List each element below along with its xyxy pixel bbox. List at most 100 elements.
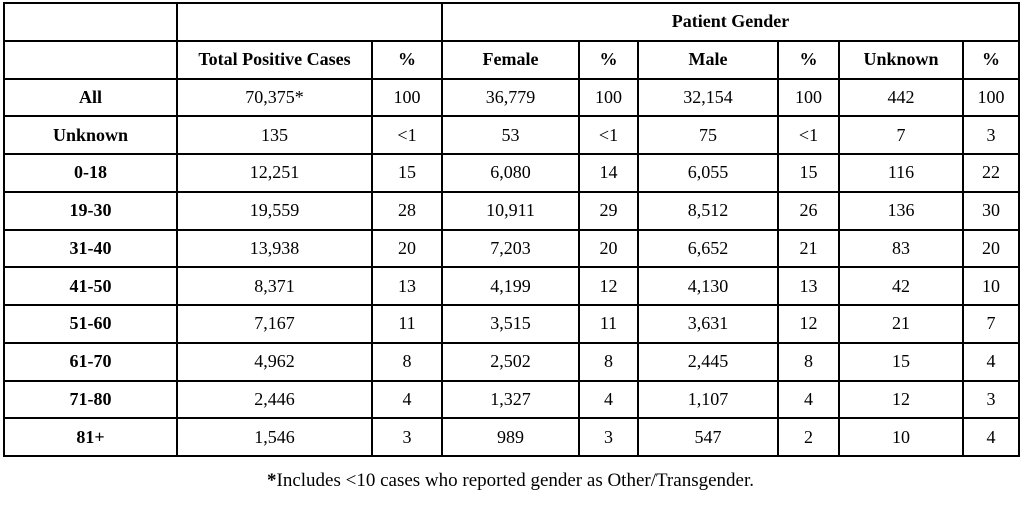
- row-label: 19-30: [3, 190, 178, 231]
- col-header-male-percent: %: [777, 39, 840, 80]
- table-row-unknown: Unknown 135 <1 53 <1 75 <1 7 3: [3, 115, 1021, 155]
- cell-female: 989: [441, 417, 580, 457]
- cell-male: 75: [637, 115, 779, 155]
- cell-female: 1,327: [441, 379, 580, 420]
- cell-male: 32,154: [637, 77, 779, 118]
- table-row-column-headers: Total Positive Cases % Female % Male % U…: [3, 39, 1021, 80]
- cell-female-pct: 3: [578, 417, 639, 457]
- col-header-unknown: Unknown: [838, 39, 964, 80]
- col-header-female-percent: %: [578, 39, 639, 80]
- cell-female-pct: 12: [578, 266, 639, 306]
- col-header-female: Female: [441, 39, 580, 80]
- table-row-19-30: 19-30 19,559 28 10,911 29 8,512 26 136 3…: [3, 190, 1021, 231]
- table-row-71-80: 71-80 2,446 4 1,327 4 1,107 4 12 3: [3, 379, 1021, 420]
- cell-total-pct: 4: [371, 379, 443, 420]
- cell-male-pct: 21: [777, 228, 840, 269]
- cell-total: 135: [176, 115, 373, 155]
- cell-male-pct: 15: [777, 153, 840, 193]
- cell-female: 4,199: [441, 266, 580, 306]
- cell-male: 3,631: [637, 304, 779, 344]
- row-label: 51-60: [3, 304, 178, 344]
- patient-gender-header: Patient Gender: [440, 2, 1021, 42]
- cell-unknown-pct: 20: [961, 228, 1021, 269]
- cell-total-pct: 20: [371, 228, 443, 269]
- row-label: All: [3, 77, 178, 118]
- col-header-unknown-percent: %: [961, 39, 1021, 80]
- cell-male-pct: 2: [777, 417, 840, 457]
- row-label: 61-70: [3, 341, 178, 382]
- row-label: 31-40: [3, 228, 178, 269]
- col-header-total-percent: %: [371, 39, 443, 80]
- cell-unknown-pct: 3: [961, 379, 1021, 420]
- cell-female: 2,502: [441, 341, 580, 382]
- cell-female-pct: <1: [578, 115, 639, 155]
- cell-total-pct: 3: [371, 417, 443, 457]
- patient-gender-table: Patient Gender Total Positive Cases % Fe…: [3, 2, 1021, 457]
- cell-total: 7,167: [176, 304, 373, 344]
- cell-female-pct: 4: [578, 379, 639, 420]
- cell-unknown-pct: 7: [961, 304, 1021, 344]
- cell-total: 1,546: [176, 417, 373, 457]
- table-row-51-60: 51-60 7,167 11 3,515 11 3,631 12 21 7: [3, 304, 1021, 344]
- cell-unknown: 136: [838, 190, 964, 231]
- cell-male-pct: 100: [777, 77, 840, 118]
- cell-female-pct: 8: [578, 341, 639, 382]
- cell-female: 3,515: [441, 304, 580, 344]
- footnote: *Includes <10 cases who reported gender …: [3, 470, 1018, 493]
- cell-male: 6,652: [637, 228, 779, 269]
- cell-male: 1,107: [637, 379, 779, 420]
- table-row-81-plus: 81+ 1,546 3 989 3 547 2 10 4: [3, 417, 1021, 457]
- footnote-text: Includes <10 cases who reported gender a…: [276, 470, 755, 491]
- col-header-male: Male: [637, 39, 779, 80]
- cell-female-pct: 14: [578, 153, 639, 193]
- cell-total-pct: 15: [371, 153, 443, 193]
- total-group-cell-empty: [176, 2, 443, 42]
- cell-male-pct: 13: [777, 266, 840, 306]
- table-row-61-70: 61-70 4,962 8 2,502 8 2,445 8 15 4: [3, 341, 1021, 382]
- cell-unknown: 7: [838, 115, 964, 155]
- cell-female-pct: 100: [578, 77, 639, 118]
- cell-female-pct: 20: [578, 228, 639, 269]
- cell-female: 53: [441, 115, 580, 155]
- cell-female: 10,911: [441, 190, 580, 231]
- row-label: 81+: [3, 417, 178, 457]
- cell-unknown-pct: 22: [961, 153, 1021, 193]
- cell-total-pct: <1: [371, 115, 443, 155]
- cell-female-pct: 11: [578, 304, 639, 344]
- cell-total: 4,962: [176, 341, 373, 382]
- cell-male-pct: 4: [777, 379, 840, 420]
- cell-unknown-pct: 100: [961, 77, 1021, 118]
- cell-unknown: 442: [838, 77, 964, 118]
- table-row-gender-span: Patient Gender: [3, 2, 1021, 42]
- col-header-total-positive-cases: Total Positive Cases: [176, 39, 373, 80]
- cell-female: 36,779: [441, 77, 580, 118]
- cell-total: 8,371: [176, 266, 373, 306]
- cell-unknown-pct: 10: [961, 266, 1021, 306]
- table-row-41-50: 41-50 8,371 13 4,199 12 4,130 13 42 10: [3, 266, 1021, 306]
- corner-cell-empty: [3, 2, 178, 42]
- cell-female-pct: 29: [578, 190, 639, 231]
- cell-unknown: 12: [838, 379, 964, 420]
- table-row-all: All 70,375* 100 36,779 100 32,154 100 44…: [3, 77, 1021, 118]
- cell-male-pct: 12: [777, 304, 840, 344]
- cell-total: 70,375*: [176, 77, 373, 118]
- cell-unknown-pct: 4: [961, 341, 1021, 382]
- cell-total: 13,938: [176, 228, 373, 269]
- table-row-0-18: 0-18 12,251 15 6,080 14 6,055 15 116 22: [3, 153, 1021, 193]
- row-label: 41-50: [3, 266, 178, 306]
- cell-total: 19,559: [176, 190, 373, 231]
- cell-total: 12,251: [176, 153, 373, 193]
- cell-female: 6,080: [441, 153, 580, 193]
- cell-total-pct: 11: [371, 304, 443, 344]
- cell-male-pct: <1: [777, 115, 840, 155]
- cell-total-pct: 28: [371, 190, 443, 231]
- cell-unknown-pct: 30: [961, 190, 1021, 231]
- footnote-asterisk-marker: *: [267, 470, 277, 491]
- cell-male: 8,512: [637, 190, 779, 231]
- cell-unknown-pct: 3: [961, 115, 1021, 155]
- cell-unknown: 15: [838, 341, 964, 382]
- cell-total-pct: 8: [371, 341, 443, 382]
- cell-unknown: 21: [838, 304, 964, 344]
- cell-unknown: 10: [838, 417, 964, 457]
- cell-unknown-pct: 4: [961, 417, 1021, 457]
